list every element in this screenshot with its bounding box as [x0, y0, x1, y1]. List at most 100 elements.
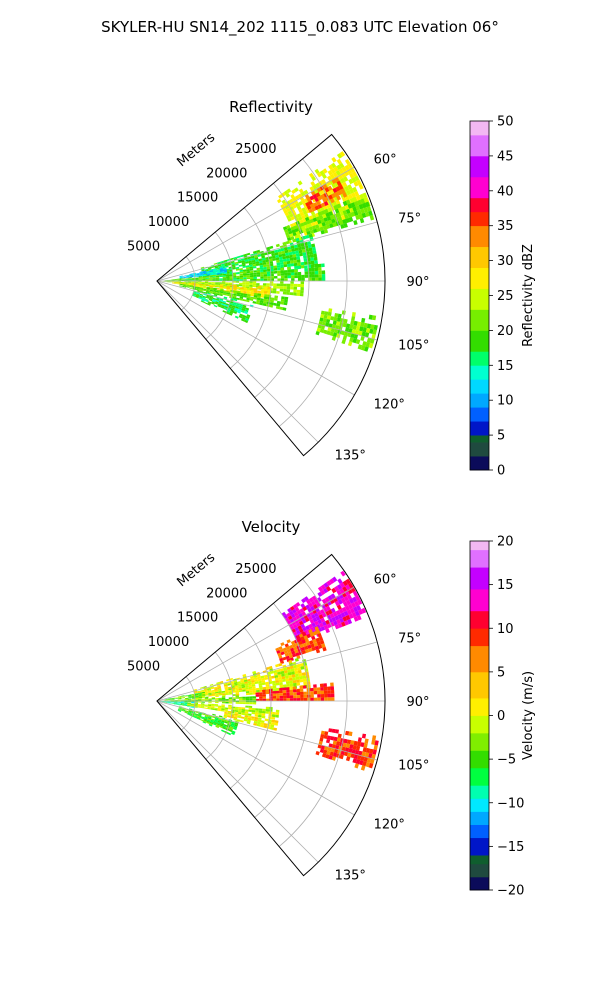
echo-cell [167, 281, 171, 282]
echo-cell [262, 708, 266, 712]
echo-cell [263, 269, 267, 273]
echo-cell [204, 697, 209, 699]
echo-cell [215, 277, 220, 279]
echo-cell [344, 185, 350, 192]
echo-cell [295, 250, 300, 254]
echo-cell [289, 206, 294, 211]
echo-cell [274, 720, 279, 724]
echo-cell [268, 665, 273, 670]
echo-cell [201, 282, 205, 284]
echo-cell [280, 204, 285, 209]
echo-cell [319, 609, 325, 615]
echo-cell [316, 610, 322, 616]
echo-cell [295, 202, 300, 208]
echo-cell [206, 288, 210, 290]
echo-cell [333, 204, 338, 210]
echo-cell [280, 275, 285, 279]
echo-cell [290, 668, 295, 672]
echo-cell [260, 274, 264, 277]
echo-cell [311, 635, 316, 641]
echo-cell [363, 742, 368, 748]
chart-panel-1: Reflectivity60°75°90°105°120°135°5000100… [127, 98, 536, 479]
colorbar-segment [470, 288, 489, 310]
echo-cell [352, 196, 358, 203]
echo-cell [266, 264, 271, 267]
echo-cell [278, 655, 283, 659]
echo-cell [247, 258, 252, 262]
echo-cell [246, 269, 250, 272]
echo-cell [202, 285, 207, 287]
echo-cell [299, 211, 305, 217]
echo-cell [309, 618, 315, 624]
echo-cell [174, 702, 178, 703]
echo-cell [208, 701, 212, 703]
echo-cell [198, 713, 202, 716]
echo-cell [275, 714, 279, 718]
echo-cell [336, 589, 342, 596]
colorbar-segment [470, 732, 489, 751]
echo-cell [175, 282, 179, 284]
echo-cell [276, 698, 280, 701]
echo-cell [198, 694, 202, 696]
echo-cell [174, 697, 179, 699]
echo-cell [246, 289, 251, 292]
echo-cell [334, 615, 340, 621]
echo-cell [188, 711, 192, 713]
echo-cell [276, 695, 280, 699]
echo-cell [328, 211, 334, 216]
echo-cell [339, 151, 346, 157]
echo-cell [282, 256, 287, 260]
echo-cell [242, 696, 246, 699]
echo-cell [308, 208, 313, 213]
echo-cell [320, 314, 325, 319]
echo-cell [212, 277, 216, 279]
colorbar-segment [470, 837, 489, 856]
echo-cell [336, 180, 342, 187]
echo-cell [208, 693, 212, 696]
echo-cell [315, 224, 320, 229]
echo-cell [207, 703, 212, 705]
echo-cell [366, 323, 372, 329]
echo-cell [356, 321, 362, 327]
echo-cell [247, 719, 251, 723]
colorbar-segment [470, 750, 489, 769]
echo-cell [263, 723, 268, 726]
echo-cell [243, 287, 248, 290]
colorbar-segment [470, 225, 489, 248]
echo-cell [251, 710, 256, 713]
echo-cell [302, 228, 307, 233]
echo-cell [257, 254, 262, 257]
echo-cell [186, 285, 190, 287]
echo-cell [287, 210, 293, 215]
echo-cell [200, 266, 205, 269]
echo-cell [227, 712, 232, 715]
echo-cell [345, 599, 351, 606]
echo-cell [253, 677, 258, 680]
echo-cell [343, 331, 349, 337]
echo-cell [279, 306, 284, 310]
echo-cell [281, 199, 287, 204]
echo-cell [277, 671, 282, 675]
echo-cell [293, 244, 298, 249]
echo-cell [283, 247, 288, 251]
echo-cell [222, 278, 227, 280]
echo-cell [234, 713, 238, 716]
echo-cell [323, 602, 329, 608]
echo-cell [213, 721, 217, 725]
echo-cell [355, 325, 361, 331]
echo-cell [202, 720, 207, 723]
echo-cell [285, 687, 290, 691]
colorbar-segment [470, 351, 489, 366]
echo-cell [314, 274, 319, 278]
echo-cell [214, 690, 219, 693]
echo-cell [289, 254, 293, 259]
echo-cell [217, 709, 221, 712]
echo-cell [183, 284, 187, 286]
echo-cell [278, 254, 283, 258]
echo-cell [293, 283, 298, 287]
echo-cell [253, 288, 258, 291]
echo-cell [199, 274, 204, 276]
colorbar-segment [470, 863, 489, 878]
echo-cell [184, 703, 188, 705]
